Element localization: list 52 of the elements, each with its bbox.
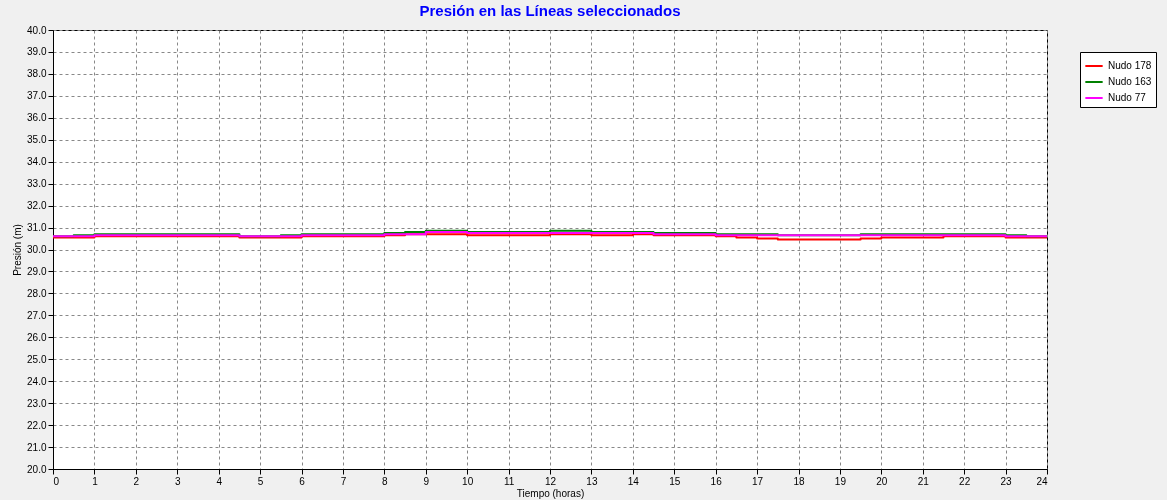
x-tick-label: 1 — [92, 475, 99, 487]
x-tick-label: 16 — [710, 475, 723, 487]
x-tick-label: 11 — [503, 475, 515, 487]
x-tick-label: 3 — [174, 475, 181, 487]
y-tick-label: 25.0 — [27, 353, 47, 365]
x-tick-label: 21 — [917, 475, 930, 487]
y-axis-title: Presión (m) — [12, 224, 24, 276]
y-tick-label: 21.0 — [27, 441, 47, 453]
x-tick-label: 23 — [1000, 475, 1013, 487]
y-tick-label: 38.0 — [27, 68, 47, 80]
x-tick-label: 2 — [133, 475, 140, 487]
x-tick-label: 9 — [423, 475, 430, 487]
y-tick-label: 27.0 — [27, 309, 47, 321]
y-tick-label: 33.0 — [27, 178, 47, 190]
legend-label: Nudo 163 — [1108, 76, 1152, 87]
x-tick-label: 12 — [544, 475, 557, 487]
x-tick-label: 20 — [876, 475, 888, 487]
y-tick-label: 30.0 — [27, 244, 47, 255]
y-tick-label: 24.0 — [27, 375, 47, 387]
chart-title: Presión en las Líneas seleccionados — [419, 2, 681, 19]
x-tick-label: 18 — [793, 475, 805, 487]
x-tick-label: 24 — [1036, 475, 1048, 487]
x-tick-label: 22 — [959, 475, 971, 487]
y-tick-label: 23.0 — [27, 397, 47, 409]
y-tick-label: 31.0 — [27, 222, 47, 234]
x-tick-label: 17 — [752, 475, 764, 487]
legend-label: Nudo 178 — [1108, 60, 1152, 71]
x-axis-title: Tiempo (horas) — [516, 487, 585, 499]
y-tick-label: 20.0 — [27, 463, 47, 475]
x-tick-label: 4 — [216, 475, 223, 487]
y-tick-label: 29.0 — [27, 265, 47, 277]
x-tick-label: 7 — [340, 475, 347, 487]
y-tick-label: 40.0 — [27, 24, 47, 36]
y-tick-label: 39.0 — [27, 46, 47, 58]
x-tick-label: 6 — [299, 475, 306, 487]
y-tick-label: 37.0 — [27, 90, 47, 102]
y-tick-label: 28.0 — [27, 287, 47, 299]
y-tick-label: 35.0 — [27, 134, 47, 146]
y-tick-label: 26.0 — [27, 331, 47, 343]
y-tick-label: 36.0 — [27, 112, 47, 124]
y-tick-label: 22.0 — [27, 419, 47, 431]
legend-label: Nudo 77 — [1108, 92, 1147, 103]
y-tick-label: 32.0 — [27, 200, 47, 212]
x-tick-label: 13 — [586, 475, 598, 487]
x-tick-label: 0 — [53, 475, 60, 487]
y-tick-label: 34.0 — [27, 156, 47, 168]
x-tick-label: 8 — [382, 475, 389, 487]
x-tick-label: 14 — [627, 475, 640, 487]
x-tick-label: 15 — [669, 475, 681, 487]
x-tick-label: 19 — [834, 475, 847, 487]
x-tick-label: 5 — [257, 475, 264, 487]
x-tick-label: 10 — [462, 475, 474, 487]
